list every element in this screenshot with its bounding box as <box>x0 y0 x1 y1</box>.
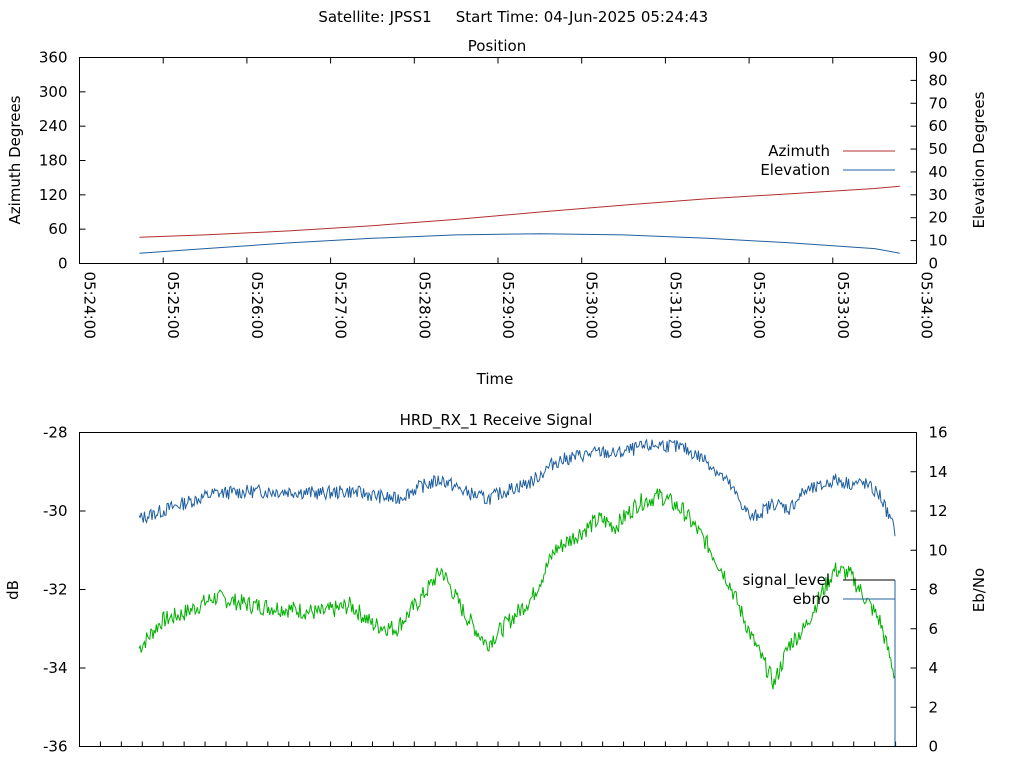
time-tick-label: 05:30:00 <box>583 272 601 339</box>
position-title: Position <box>468 37 526 55</box>
ebno-tick-label: 16 <box>929 424 948 442</box>
elevation-tick-label: 10 <box>929 232 948 250</box>
time-tick-label: 05:27:00 <box>332 272 350 339</box>
elevation-axis-label: Elevation Degrees <box>970 91 988 228</box>
position-legend: Azimuth Elevation <box>760 142 895 179</box>
db-tick-label: -34 <box>43 659 68 677</box>
elevation-tick-label: 80 <box>929 71 948 89</box>
signal-series <box>138 438 896 690</box>
elevation-tick-label: 0 <box>929 255 939 273</box>
time-tick-label: 05:32:00 <box>750 272 768 339</box>
ebno-tick-label: 10 <box>929 541 948 559</box>
ebno-tick-labels: 0 2 4 6 8 10 12 14 16 <box>910 424 948 756</box>
azimuth-tick-label: 360 <box>39 49 68 67</box>
legend-signal-level-label: signal_level <box>742 571 830 590</box>
time-tick-label: 05:31:00 <box>666 272 684 339</box>
ebno-tick-label: 0 <box>929 738 939 756</box>
azimuth-tick-label: 240 <box>39 117 68 135</box>
elevation-tick-label: 40 <box>929 163 948 181</box>
db-axis-label: dB <box>4 580 22 600</box>
elevation-tick-label: 70 <box>929 94 948 112</box>
time-tick-label: 05:28:00 <box>415 272 433 339</box>
elevation-tick-label: 90 <box>929 49 948 67</box>
db-tick-label: -28 <box>43 424 68 442</box>
legend-ebno-label: ebno <box>793 590 830 608</box>
signal-chart: HRD_RX_1 Receive Signal dB Eb/No -28-30-… <box>4 411 988 756</box>
ebno-axis-label: Eb/No <box>970 568 988 612</box>
position-series <box>139 185 900 254</box>
azimuth-tick-label: 120 <box>39 186 68 204</box>
ebno-tick-label: 8 <box>929 581 939 599</box>
time-tick-label: 05:34:00 <box>918 272 936 339</box>
time-tick-label: 05:33:00 <box>834 272 852 339</box>
ebno-line <box>138 438 896 537</box>
signal-title: HRD_RX_1 Receive Signal <box>400 411 593 430</box>
satellite-label: Satellite: JPSS1 <box>318 8 431 26</box>
elevation-tick-labels: 0 10 20 30 40 50 60 70 80 90 <box>910 49 948 273</box>
elevation-tick-label: 60 <box>929 117 948 135</box>
azimuth-axis-label: Azimuth Degrees <box>6 95 24 224</box>
azimuth-tick-labels: 0 60 120 180 240 300 360 <box>39 49 86 273</box>
ebno-tick-label: 2 <box>929 698 939 716</box>
azimuth-tick-label: 0 <box>58 255 68 273</box>
time-tick-label: 05:29:00 <box>499 272 517 339</box>
time-tick-label: 05:26:00 <box>248 272 266 339</box>
db-tick-label: -30 <box>43 502 68 520</box>
azimuth-tick-label: 60 <box>48 220 67 238</box>
elevation-tick-label: 50 <box>929 140 948 158</box>
db-tick-label: -32 <box>43 581 68 599</box>
azimuth-tick-label: 300 <box>39 83 68 101</box>
ebno-tick-label: 12 <box>929 502 948 520</box>
ebno-tick-label: 6 <box>929 620 939 638</box>
elevation-tick-label: 20 <box>929 209 948 227</box>
signal-plot-frame <box>79 432 917 747</box>
time-tick-label: 05:24:00 <box>81 272 99 339</box>
azimuth-line <box>139 185 900 238</box>
time-tick-label: 05:25:00 <box>164 272 182 339</box>
signal-legend: signal_level ebno <box>742 571 896 746</box>
legend-azimuth-label: Azimuth <box>768 142 830 160</box>
elevation-line <box>139 233 900 254</box>
legend-elevation-label: Elevation <box>760 161 830 179</box>
time-tick-labels: 05:24:00 05:25:00 05:26:00 05:27:00 05:28:00… <box>79 57 936 339</box>
position-chart: Position Azimuth Degrees Elevation Degre… <box>6 37 988 388</box>
db-tick-labels: -28 -30 -32 -34 -36 <box>43 424 86 756</box>
ebno-tick-label: 4 <box>929 659 939 677</box>
signal-x-ticks <box>99 741 897 747</box>
elevation-tick-label: 30 <box>929 186 948 204</box>
signal-level-line <box>138 488 896 690</box>
start-time-label: Start Time: 04-Jun-2025 05:24:43 <box>456 8 708 26</box>
time-axis-label: Time <box>476 370 514 388</box>
db-tick-label: -36 <box>43 738 68 756</box>
ebno-tick-label: 14 <box>929 463 948 481</box>
azimuth-tick-label: 180 <box>39 152 68 170</box>
